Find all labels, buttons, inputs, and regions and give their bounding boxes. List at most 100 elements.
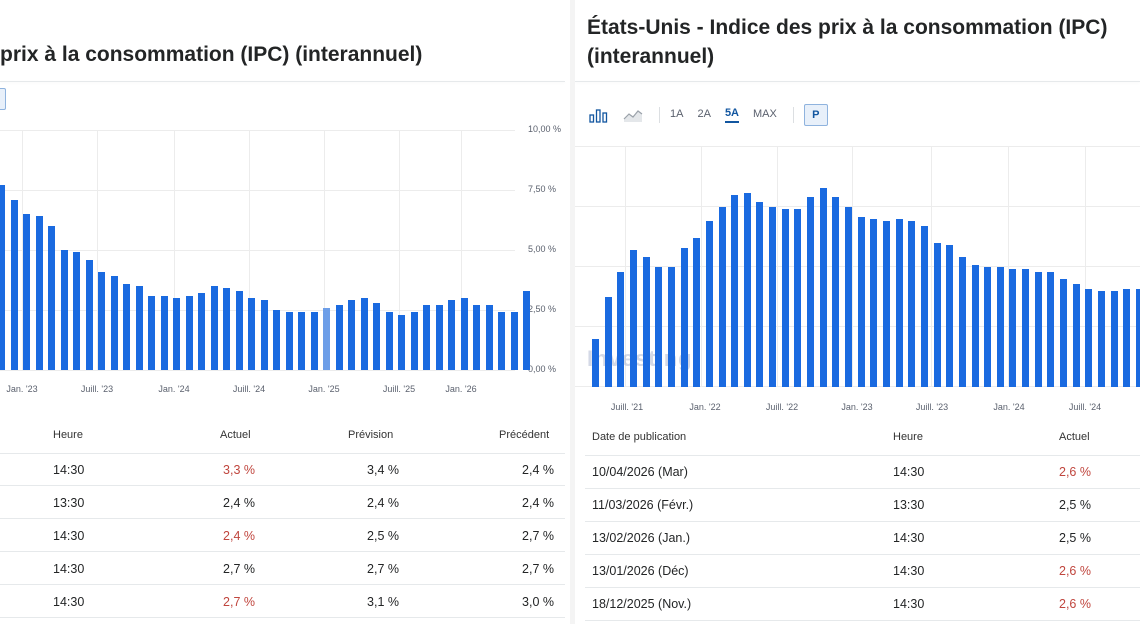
chart-bar[interactable] (642, 257, 650, 387)
chart-bar[interactable] (1085, 288, 1093, 387)
chart-bar[interactable] (946, 245, 954, 387)
chart-bar[interactable] (323, 307, 330, 370)
chart-bar[interactable] (908, 221, 916, 387)
chart-bar[interactable] (1060, 279, 1068, 387)
chart-bar[interactable] (882, 221, 890, 387)
chart-bar[interactable] (870, 219, 878, 387)
chart-bar[interactable] (604, 297, 612, 387)
chart-bar[interactable] (48, 226, 55, 370)
table-row[interactable]: 18/12/2025 (Nov.) 14:30 2,6 % (575, 588, 1140, 621)
chart-bar[interactable] (410, 312, 418, 370)
chart-bar[interactable] (385, 312, 393, 370)
chart-bar[interactable] (667, 267, 675, 387)
chart-bar[interactable] (348, 300, 355, 370)
chart-bar[interactable] (920, 226, 928, 387)
chart-bar[interactable] (971, 264, 979, 387)
chart-bar[interactable] (23, 214, 30, 370)
chart-bar[interactable] (235, 290, 243, 370)
chart-bar[interactable] (485, 305, 493, 370)
chart-bar[interactable] (285, 312, 293, 370)
range-max[interactable]: MAX (753, 108, 777, 120)
chart-bar[interactable] (198, 293, 205, 370)
chart-bar[interactable] (996, 267, 1004, 387)
chart-bar[interactable] (819, 187, 827, 387)
chart-bar[interactable] (743, 192, 751, 387)
table-row[interactable]: 11/03/2026 (Févr.) 13:30 2,5 % (575, 489, 1140, 522)
table-row[interactable]: 13/02/2026 (Jan.) 14:30 2,5 % (575, 522, 1140, 555)
chart-bar[interactable] (460, 298, 468, 370)
chart-bar[interactable] (335, 305, 343, 370)
chart-bar[interactable] (523, 290, 530, 370)
chart-bar[interactable] (1098, 291, 1105, 387)
chart-bar[interactable] (435, 305, 443, 370)
chart-bar[interactable] (1110, 291, 1118, 387)
chart-bar[interactable] (473, 305, 480, 370)
chart-bar[interactable] (756, 202, 764, 387)
chart-bar[interactable] (655, 267, 663, 387)
table-row[interactable]: 13/01/2026 (Déc) 14:30 2,6 % (575, 555, 1140, 588)
table-row[interactable]: 10/04/2026 (Mar) 14:30 2,6 % (575, 456, 1140, 489)
chart-bar[interactable] (1022, 269, 1030, 387)
range-1a[interactable]: 1A (670, 108, 684, 120)
chart-bar[interactable] (135, 286, 143, 370)
chart-bar[interactable] (423, 305, 430, 370)
chart-bar[interactable] (1072, 283, 1080, 387)
chart-bar[interactable] (10, 199, 18, 370)
table-row[interactable]: 13:30 2,4 % 2,4 % 2,4 % (0, 486, 565, 519)
chart-bar[interactable] (248, 298, 255, 370)
chart-bar[interactable] (857, 216, 865, 387)
chart-bar[interactable] (110, 276, 118, 370)
chart-bar[interactable] (1135, 288, 1140, 387)
chart-bar[interactable] (781, 209, 789, 387)
chart-bar[interactable] (35, 216, 43, 370)
chart-bar[interactable] (223, 288, 230, 370)
chart-bar[interactable] (693, 238, 701, 387)
chart-bar[interactable] (260, 300, 268, 370)
chart-bar[interactable] (958, 257, 966, 387)
table-row[interactable]: 14:30 2,4 % 2,5 % 2,7 % (0, 519, 565, 552)
chart-bar[interactable] (705, 221, 713, 387)
chart-bar[interactable] (731, 195, 739, 387)
chart-bar[interactable] (210, 286, 218, 370)
chart-bar[interactable] (60, 250, 68, 370)
chart-bar[interactable] (160, 295, 168, 370)
chart-bar[interactable] (718, 207, 726, 387)
chart-bar[interactable] (1047, 271, 1055, 387)
table-row[interactable]: 14:30 2,7 % 3,1 % 3,0 % (0, 585, 565, 618)
p-button-partial[interactable] (0, 88, 6, 110)
table-row[interactable]: 14:30 3,3 % 3,4 % 2,4 % (0, 453, 565, 486)
line-chart-icon[interactable] (623, 106, 643, 124)
chart-bar[interactable] (629, 250, 637, 387)
chart-bar[interactable] (185, 295, 193, 370)
chart-bar[interactable] (173, 298, 180, 370)
chart-bar[interactable] (1009, 269, 1017, 387)
chart-bar[interactable] (1123, 288, 1131, 387)
chart-bar[interactable] (832, 197, 840, 387)
chart-bar[interactable] (498, 312, 505, 370)
chart-bar[interactable] (845, 207, 852, 387)
table-row[interactable]: 14:30 2,7 % 2,7 % 2,7 % (0, 552, 565, 585)
p-button[interactable]: P (803, 104, 828, 126)
chart-bar[interactable] (933, 243, 941, 387)
range-5a[interactable]: 5A (724, 107, 739, 123)
chart-bar[interactable] (592, 339, 599, 387)
chart-bar[interactable] (510, 312, 518, 370)
chart-bar[interactable] (448, 300, 455, 370)
chart-bar[interactable] (373, 302, 380, 370)
chart-bar[interactable] (1034, 271, 1042, 387)
chart-bar[interactable] (360, 298, 368, 370)
chart-bar[interactable] (984, 267, 992, 387)
bar-chart-icon[interactable] (589, 106, 609, 124)
chart-bar[interactable] (680, 247, 688, 387)
chart-bar[interactable] (148, 295, 155, 370)
chart-bar[interactable] (617, 271, 625, 387)
chart-bar[interactable] (98, 271, 105, 370)
chart-bar[interactable] (398, 314, 405, 370)
chart-bar[interactable] (794, 209, 802, 387)
chart-bar[interactable] (123, 283, 130, 370)
chart-bar[interactable] (895, 219, 903, 387)
range-2a[interactable]: 2A (697, 108, 711, 120)
chart-bar[interactable] (273, 310, 280, 370)
chart-bar[interactable] (807, 197, 815, 387)
chart-bar[interactable] (310, 312, 318, 370)
